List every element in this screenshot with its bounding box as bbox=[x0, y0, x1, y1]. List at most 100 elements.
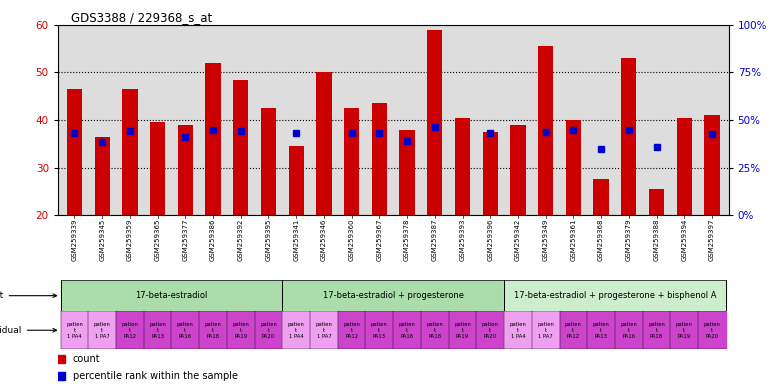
Text: patien
t
PA16: patien t PA16 bbox=[177, 322, 194, 339]
Text: count: count bbox=[72, 354, 100, 364]
Bar bbox=[705, 115, 719, 215]
Text: GSM259349: GSM259349 bbox=[543, 218, 549, 261]
Text: GSM259367: GSM259367 bbox=[376, 218, 382, 261]
Bar bbox=[61, 311, 89, 349]
Text: patien
t
PA19: patien t PA19 bbox=[454, 322, 471, 339]
Text: patien
t
1 PA7: patien t 1 PA7 bbox=[94, 322, 110, 339]
Text: patien
t
1 PA4: patien t 1 PA4 bbox=[510, 322, 527, 339]
Bar bbox=[261, 108, 276, 215]
Text: GSM259368: GSM259368 bbox=[598, 218, 604, 261]
Text: patien
t
PA19: patien t PA19 bbox=[676, 322, 692, 339]
Text: GSM259387: GSM259387 bbox=[432, 218, 438, 261]
Bar bbox=[67, 89, 82, 215]
Bar bbox=[588, 311, 615, 349]
Text: GSM259365: GSM259365 bbox=[155, 218, 160, 261]
Text: GSM259388: GSM259388 bbox=[654, 218, 659, 261]
Bar bbox=[61, 280, 282, 311]
Text: GSM259346: GSM259346 bbox=[321, 218, 327, 261]
Bar bbox=[282, 280, 504, 311]
Text: GSM259396: GSM259396 bbox=[487, 218, 493, 261]
Text: GSM259339: GSM259339 bbox=[72, 218, 77, 261]
Text: GSM259393: GSM259393 bbox=[460, 218, 466, 261]
Bar bbox=[372, 103, 387, 215]
Bar bbox=[282, 311, 310, 349]
Text: GSM259359: GSM259359 bbox=[127, 218, 133, 261]
Bar bbox=[365, 311, 393, 349]
Text: patien
t
PA13: patien t PA13 bbox=[149, 322, 166, 339]
Bar bbox=[344, 108, 359, 215]
Text: agent: agent bbox=[0, 291, 56, 300]
Text: GSM259360: GSM259360 bbox=[348, 218, 355, 261]
Bar bbox=[643, 311, 671, 349]
Text: GSM259397: GSM259397 bbox=[709, 218, 715, 261]
Text: GSM259379: GSM259379 bbox=[626, 218, 631, 261]
Bar bbox=[421, 311, 449, 349]
Bar bbox=[116, 311, 143, 349]
Bar bbox=[504, 311, 532, 349]
Text: GSM259345: GSM259345 bbox=[99, 218, 105, 261]
Text: patien
t
PA16: patien t PA16 bbox=[621, 322, 638, 339]
Bar bbox=[566, 120, 581, 215]
Text: 17-beta-estradiol + progesterone: 17-beta-estradiol + progesterone bbox=[323, 291, 463, 300]
Text: patien
t
1 PA7: patien t 1 PA7 bbox=[537, 322, 554, 339]
Bar bbox=[510, 125, 526, 215]
Bar bbox=[615, 311, 643, 349]
Bar bbox=[594, 179, 609, 215]
Text: 17-beta-estradiol + progesterone + bisphenol A: 17-beta-estradiol + progesterone + bisph… bbox=[513, 291, 716, 300]
Text: patien
t
PA12: patien t PA12 bbox=[122, 322, 138, 339]
Text: patien
t
PA12: patien t PA12 bbox=[343, 322, 360, 339]
Bar bbox=[476, 311, 504, 349]
Bar bbox=[504, 280, 726, 311]
Bar bbox=[677, 118, 692, 215]
Text: patien
t
PA20: patien t PA20 bbox=[482, 322, 499, 339]
Text: 17-beta-estradiol: 17-beta-estradiol bbox=[135, 291, 207, 300]
Text: GSM259394: GSM259394 bbox=[682, 218, 687, 261]
Bar bbox=[338, 311, 365, 349]
Bar bbox=[254, 311, 282, 349]
Bar bbox=[449, 311, 476, 349]
Bar bbox=[89, 311, 116, 349]
Bar bbox=[288, 146, 304, 215]
Bar bbox=[427, 30, 443, 215]
Text: GSM259361: GSM259361 bbox=[571, 218, 577, 261]
Bar bbox=[621, 58, 636, 215]
Bar bbox=[150, 122, 165, 215]
Text: patien
t
PA13: patien t PA13 bbox=[593, 322, 610, 339]
Text: patien
t
PA13: patien t PA13 bbox=[371, 322, 388, 339]
Text: GSM259341: GSM259341 bbox=[293, 218, 299, 261]
Bar bbox=[316, 73, 332, 215]
Bar bbox=[532, 311, 560, 349]
Text: patien
t
PA19: patien t PA19 bbox=[232, 322, 249, 339]
Bar bbox=[233, 79, 248, 215]
Text: patien
t
1 PA4: patien t 1 PA4 bbox=[288, 322, 305, 339]
Text: patien
t
1 PA4: patien t 1 PA4 bbox=[66, 322, 83, 339]
Text: patien
t
PA20: patien t PA20 bbox=[703, 322, 720, 339]
Bar bbox=[393, 311, 421, 349]
Bar bbox=[171, 311, 199, 349]
Bar bbox=[227, 311, 254, 349]
Bar bbox=[95, 137, 109, 215]
Bar bbox=[671, 311, 698, 349]
Bar bbox=[123, 89, 137, 215]
Text: patien
t
PA12: patien t PA12 bbox=[565, 322, 582, 339]
Text: GSM259342: GSM259342 bbox=[515, 218, 521, 261]
Text: patien
t
PA20: patien t PA20 bbox=[260, 322, 277, 339]
Text: patien
t
PA16: patien t PA16 bbox=[399, 322, 416, 339]
Bar bbox=[538, 46, 554, 215]
Text: GSM259392: GSM259392 bbox=[237, 218, 244, 261]
Bar bbox=[698, 311, 726, 349]
Text: individual: individual bbox=[0, 326, 56, 335]
Bar bbox=[399, 129, 415, 215]
Bar bbox=[199, 311, 227, 349]
Text: patien
t
1 PA7: patien t 1 PA7 bbox=[315, 322, 332, 339]
Text: GSM259386: GSM259386 bbox=[210, 218, 216, 261]
Text: GSM259377: GSM259377 bbox=[182, 218, 188, 261]
Bar bbox=[649, 189, 664, 215]
Bar bbox=[310, 311, 338, 349]
Bar bbox=[560, 311, 588, 349]
Text: GSM259395: GSM259395 bbox=[265, 218, 271, 261]
Bar bbox=[143, 311, 171, 349]
Text: GSM259378: GSM259378 bbox=[404, 218, 410, 261]
Text: patien
t
PA18: patien t PA18 bbox=[648, 322, 665, 339]
Bar bbox=[455, 118, 470, 215]
